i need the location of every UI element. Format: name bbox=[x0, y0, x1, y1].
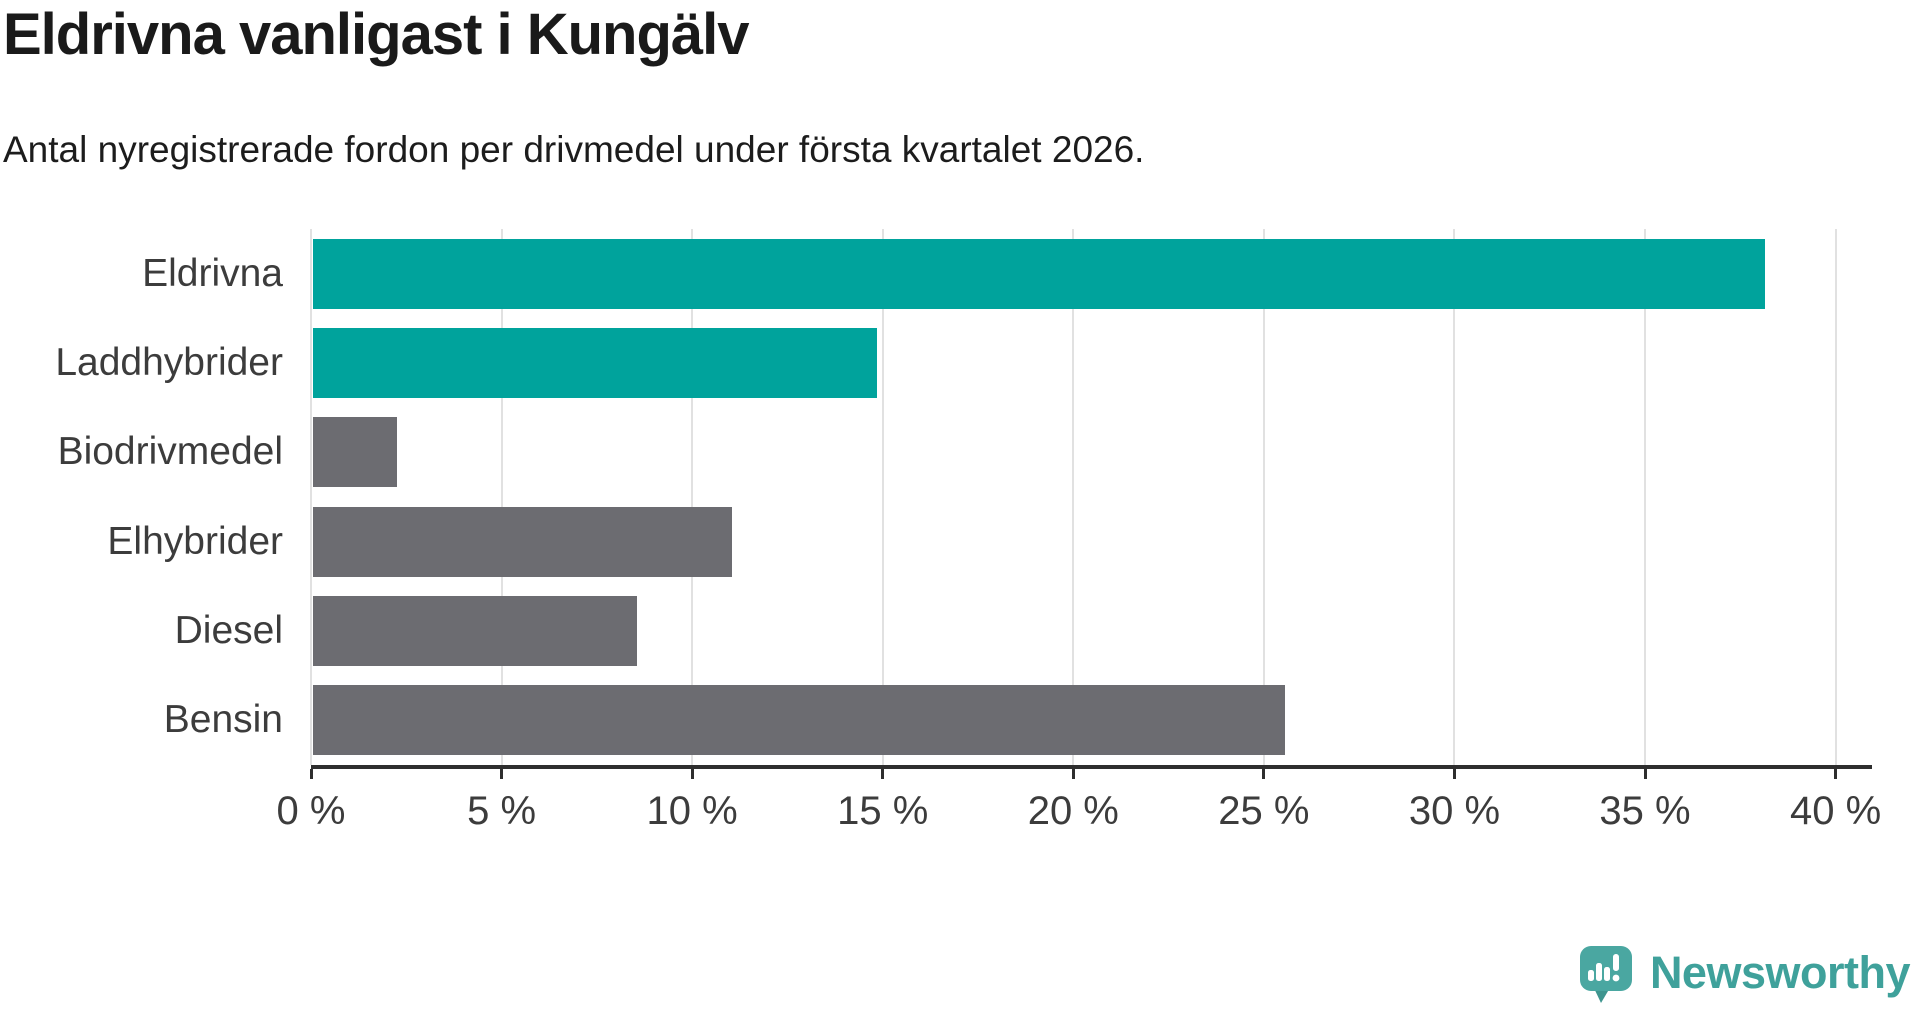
bar-diesel bbox=[313, 596, 637, 666]
x-axis-tick bbox=[690, 769, 694, 779]
x-axis-tick-label: 10 % bbox=[646, 789, 738, 833]
x-axis-tick bbox=[500, 769, 504, 779]
x-axis-tick-label: 15 % bbox=[837, 789, 929, 833]
x-axis-tick bbox=[1452, 769, 1456, 779]
category-label-elhybrider: Elhybrider bbox=[107, 519, 283, 563]
newsworthy-logo: Newsworthy bbox=[1579, 944, 1911, 1006]
category-label-eldrivna: Eldrivna bbox=[142, 251, 283, 295]
bar-bensin bbox=[313, 685, 1285, 756]
x-axis-tick bbox=[881, 769, 885, 779]
x-axis-tick-label: 35 % bbox=[1599, 789, 1691, 833]
x-axis-tick-label: 25 % bbox=[1218, 789, 1310, 833]
x-axis-tick-label: 30 % bbox=[1408, 789, 1501, 833]
category-label-laddhybrider: Laddhybrider bbox=[55, 340, 283, 384]
chart-title: Eldrivna vanligast i Kungälv bbox=[3, 2, 750, 67]
x-axis-tick bbox=[1643, 769, 1647, 779]
category-labels: Eldrivna Laddhybrider Biodrivmedel Elhybrid… bbox=[0, 229, 283, 765]
gridline bbox=[881, 229, 884, 765]
bar-eldrivna bbox=[313, 238, 1766, 309]
bar-biodrivmedel bbox=[313, 417, 397, 488]
gridline bbox=[1453, 229, 1456, 765]
gridline bbox=[1072, 229, 1075, 765]
x-axis-tick bbox=[1262, 769, 1266, 779]
x-axis-tick-label: 0 % bbox=[276, 789, 346, 833]
category-label-diesel: Diesel bbox=[174, 608, 283, 652]
x-axis-tick-label: 20 % bbox=[1027, 789, 1119, 833]
chart-subtitle: Antal nyregistrerade fordon per drivmede… bbox=[3, 129, 1145, 170]
x-axis-line bbox=[311, 765, 1872, 769]
bar-laddhybrider bbox=[313, 328, 878, 398]
x-axis-tick-label: 40 % bbox=[1790, 789, 1882, 833]
x-axis-tick bbox=[309, 769, 313, 779]
category-label-biodrivmedel: Biodrivmedel bbox=[57, 430, 283, 474]
bar-elhybrider bbox=[313, 506, 733, 577]
plot-area bbox=[310, 229, 1872, 765]
gridline bbox=[691, 229, 694, 765]
newsworthy-logo-text: Newsworthy bbox=[1649, 946, 1911, 998]
gridline bbox=[500, 229, 503, 765]
x-axis-tick bbox=[1071, 769, 1075, 779]
gridline bbox=[1644, 229, 1647, 765]
gridline bbox=[1834, 229, 1837, 765]
gridline bbox=[1262, 229, 1265, 765]
x-axis-tick bbox=[1834, 769, 1838, 779]
newsworthy-logo-icon bbox=[1579, 946, 1632, 1003]
gridline bbox=[310, 229, 312, 765]
x-axis-tick-label: 5 % bbox=[467, 789, 537, 833]
category-label-bensin: Bensin bbox=[163, 698, 283, 742]
